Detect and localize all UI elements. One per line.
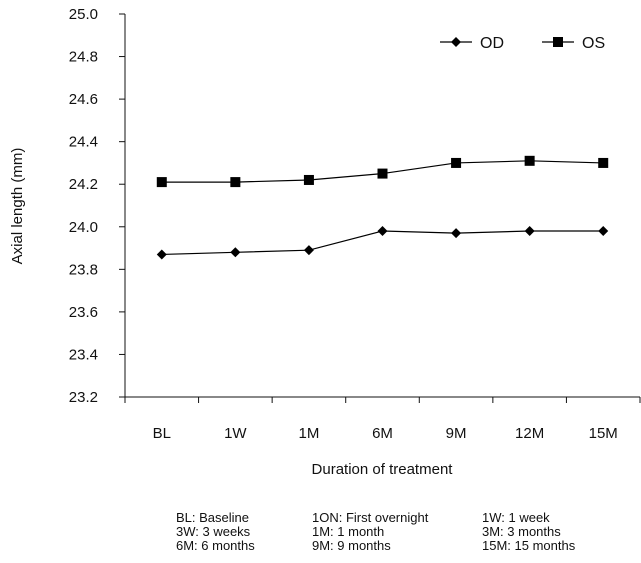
data-point-od xyxy=(230,247,241,258)
abbreviation-item: 15M: 15 months xyxy=(482,538,576,553)
y-tick-label: 24.4 xyxy=(69,134,98,151)
y-tick-label: 25.0 xyxy=(69,6,98,23)
x-tick-label: 1M xyxy=(299,425,320,442)
legend-item-os: OS xyxy=(542,35,605,52)
y-tick-label: 24.6 xyxy=(69,91,98,108)
x-tick-label: BL xyxy=(153,425,171,442)
legend-label: OS xyxy=(582,35,605,52)
x-tick-label: 12M xyxy=(515,425,544,442)
y-tick-label: 23.2 xyxy=(69,389,98,406)
series-os xyxy=(156,155,609,188)
data-point-os xyxy=(156,177,167,188)
abbreviation-item: 9M: 9 months xyxy=(312,538,391,553)
data-point-os xyxy=(524,155,535,166)
abbreviation-item: 6M: 6 months xyxy=(176,538,255,553)
axial-length-chart: 25.0 24.8 24.6 24.4 24.2 24.0 23.8 23.6 23.4 23.2… xyxy=(9,6,641,478)
abbreviation-key: BL: Baseline 1ON: First overnight 1W: 1 we… xyxy=(176,511,616,553)
y-axis-ticks: 25.0 24.8 24.6 24.4 24.2 24.0 23.8 23.6 23.4 23.2 xyxy=(69,6,125,406)
axes xyxy=(124,14,640,398)
y-tick-label: 23.4 xyxy=(69,346,98,363)
legend: OD OS xyxy=(440,35,605,52)
data-point-os xyxy=(303,174,314,185)
legend-marker-od xyxy=(451,37,461,47)
x-tick-label: 6M xyxy=(372,425,393,442)
y-tick-label: 24.0 xyxy=(69,219,98,236)
data-point-od xyxy=(303,245,314,256)
data-point-os xyxy=(451,157,462,168)
abbreviation-item: 1M: 1 month xyxy=(312,524,385,539)
legend-marker-os xyxy=(553,37,563,47)
data-point-od xyxy=(598,226,609,237)
data-point-od xyxy=(156,249,167,260)
x-axis-title: Duration of treatment xyxy=(312,461,454,478)
abbreviation-item: 1ON: First overnight xyxy=(312,510,429,525)
y-tick-label: 23.6 xyxy=(69,304,98,321)
abbreviation-item: BL: Baseline xyxy=(176,510,249,525)
data-point-od xyxy=(451,228,462,239)
data-point-os xyxy=(598,157,609,168)
data-point-od xyxy=(524,226,535,237)
x-axis-ticks: BL 1W 1M 6M 9M 12M 15M xyxy=(124,397,641,442)
y-tick-label: 24.2 xyxy=(69,176,98,193)
series-layer xyxy=(156,155,609,260)
abbreviation-item: 3M: 3 months xyxy=(482,524,561,539)
abbreviation-item: 3W: 3 weeks xyxy=(176,524,251,539)
series-od xyxy=(156,226,609,260)
legend-item-od: OD xyxy=(440,35,504,52)
legend-label: OD xyxy=(480,35,504,52)
data-point-os xyxy=(230,177,241,188)
y-tick-label: 24.8 xyxy=(69,49,98,66)
x-tick-label: 9M xyxy=(446,425,467,442)
data-point-os xyxy=(377,168,388,179)
x-tick-label: 1W xyxy=(224,425,247,442)
y-tick-label: 23.8 xyxy=(69,261,98,278)
abbreviation-item: 1W: 1 week xyxy=(482,510,550,525)
y-axis-title: Axial length (mm) xyxy=(9,148,26,265)
x-tick-label: 15M xyxy=(589,425,618,442)
data-point-od xyxy=(377,226,388,237)
